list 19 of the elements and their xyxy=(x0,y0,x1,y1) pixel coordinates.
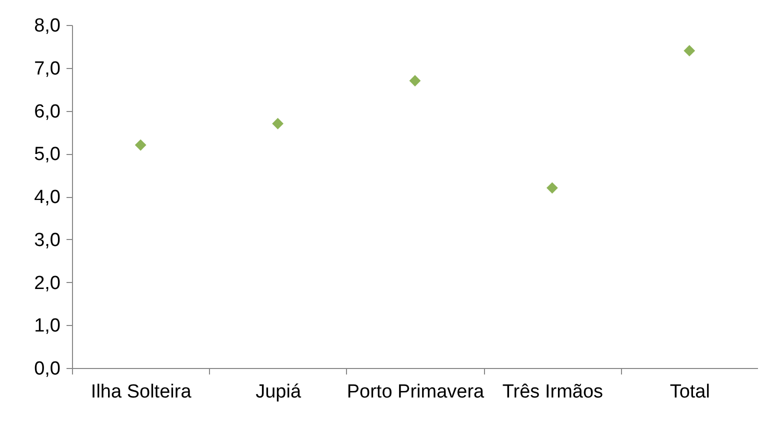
y-tick-label: 6,0 xyxy=(34,101,60,122)
point xyxy=(272,118,284,130)
point xyxy=(134,139,146,151)
y-tick-label: 7,0 xyxy=(34,58,60,80)
x-tick-label: Ilha Solteira xyxy=(90,382,192,402)
point xyxy=(546,182,558,194)
y-tick-label: 0,0 xyxy=(34,358,60,380)
y-tick-label: 4,0 xyxy=(34,187,60,208)
y-tick-label: 3,0 xyxy=(34,230,60,251)
x-tick-label: Total xyxy=(670,382,710,402)
y-tick-label: 8,0 xyxy=(34,16,60,36)
y-tick-label: 5,0 xyxy=(34,144,60,166)
point xyxy=(684,45,696,56)
x-tick-label: Jupiá xyxy=(256,382,302,402)
x-tick-label: Três Irmãos xyxy=(502,382,604,402)
y-tick-label: 2,0 xyxy=(34,272,60,294)
point xyxy=(409,75,421,86)
y-tick-label: 1,0 xyxy=(34,316,60,337)
x-tick-label: Porto Primavera xyxy=(346,382,485,402)
